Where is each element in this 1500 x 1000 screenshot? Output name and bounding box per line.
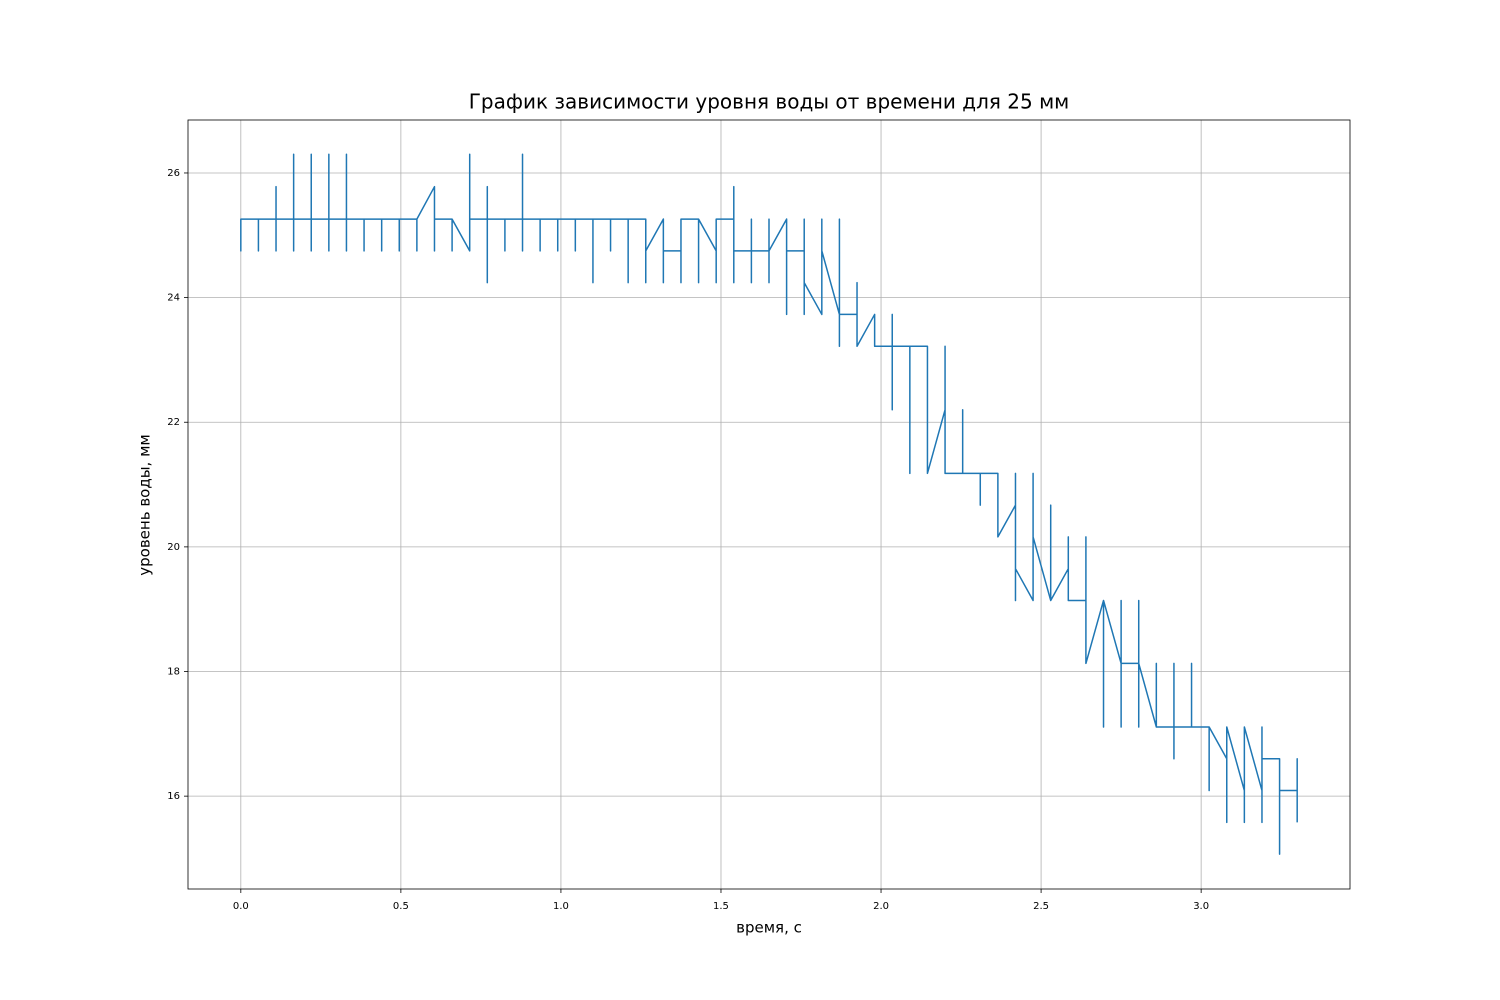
y-tick-label: 16 xyxy=(167,791,180,802)
y-tick-label: 20 xyxy=(167,542,180,553)
y-tick-label: 22 xyxy=(167,417,180,428)
data-line xyxy=(240,153,1298,855)
plot-area xyxy=(240,153,1298,855)
x-tick-label: 2.0 xyxy=(873,901,889,912)
x-axis-label: время, с xyxy=(736,919,802,937)
chart-title: График зависимости уровня воды от времен… xyxy=(469,90,1070,114)
axes-frame xyxy=(187,119,1351,890)
y-tick-label: 18 xyxy=(167,667,180,678)
x-tick-label: 0.5 xyxy=(393,901,409,912)
y-tick-label: 24 xyxy=(167,293,180,304)
x-tick-label: 1.0 xyxy=(553,901,569,912)
grid xyxy=(188,120,1350,889)
x-tick-label: 1.5 xyxy=(713,901,729,912)
x-tick-label: 3.0 xyxy=(1193,901,1209,912)
x-tick-label: 0.0 xyxy=(233,901,249,912)
y-tick-label: 26 xyxy=(167,168,180,179)
y-axis-label: уровень воды, мм xyxy=(136,434,154,575)
x-tick-label: 2.5 xyxy=(1033,901,1049,912)
